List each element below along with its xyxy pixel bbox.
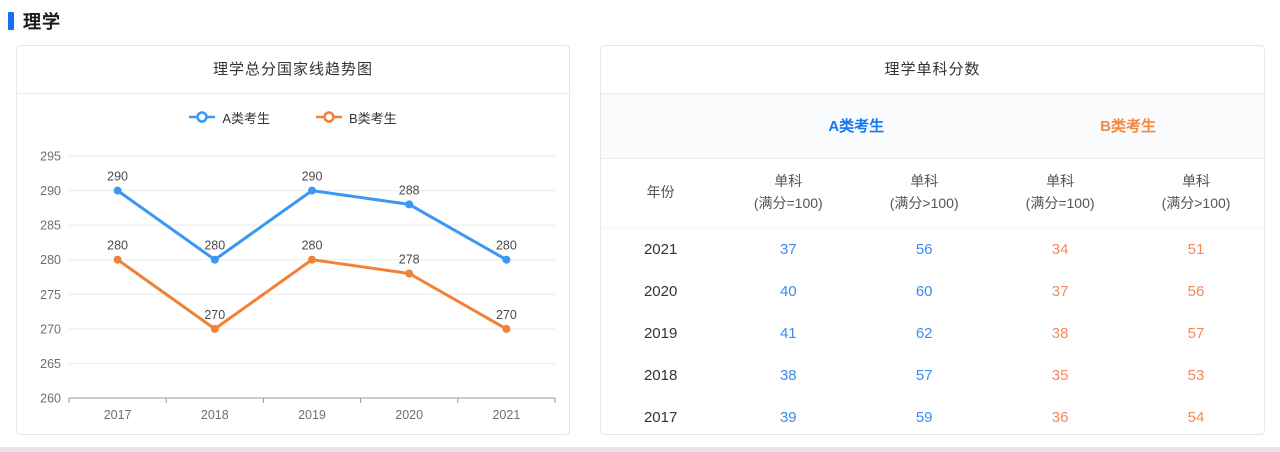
svg-text:290: 290 xyxy=(40,184,61,198)
svg-text:280: 280 xyxy=(40,253,61,267)
table-row: 2017 39 59 36 54 xyxy=(601,396,1264,434)
score-cell-b-full100: 36 xyxy=(1051,408,1069,426)
cards-row: 理学总分国家线趋势图 A类考生 B类考生 260 265 270 275 280 285 29… xyxy=(16,45,1265,435)
svg-text:288: 288 xyxy=(399,183,420,197)
col-header-b-over100: 单科 (满分>100) xyxy=(1128,158,1264,229)
svg-text:260: 260 xyxy=(40,392,61,406)
year-cell: 2018 xyxy=(643,366,678,384)
legend-label: A类考生 xyxy=(222,110,270,126)
score-cell-a-over100: 60 xyxy=(915,282,933,300)
score-cell-b-over100: 57 xyxy=(1187,324,1205,342)
svg-text:270: 270 xyxy=(496,308,517,322)
col-header-a-full100: 单科 (满分=100) xyxy=(720,158,857,229)
score-cell-a-over100: 57 xyxy=(915,366,933,384)
svg-text:2020: 2020 xyxy=(395,408,423,422)
svg-text:270: 270 xyxy=(204,308,225,322)
score-cell-b-full100: 34 xyxy=(1051,240,1069,258)
svg-text:2018: 2018 xyxy=(201,408,229,422)
table-row: 2019 41 62 38 57 xyxy=(601,312,1264,354)
svg-text:290: 290 xyxy=(107,170,128,184)
legend-label: B类考生 xyxy=(349,110,397,126)
svg-text:280: 280 xyxy=(107,239,128,253)
score-cell-a-over100: 56 xyxy=(915,240,933,258)
col-header-a-over100: 单科 (满分>100) xyxy=(856,158,993,229)
svg-text:265: 265 xyxy=(40,357,61,371)
legend-marker-icon xyxy=(189,111,216,123)
year-cell: 2020 xyxy=(643,282,678,300)
svg-text:2019: 2019 xyxy=(298,408,326,422)
score-cell-a-full100: 41 xyxy=(779,324,797,342)
svg-text:275: 275 xyxy=(40,288,61,302)
score-cell-a-full100: 38 xyxy=(779,366,797,384)
svg-text:280: 280 xyxy=(302,239,323,253)
svg-text:285: 285 xyxy=(40,219,61,233)
group-header-b: B类考生 xyxy=(992,94,1264,159)
svg-text:270: 270 xyxy=(40,322,61,336)
svg-text:2021: 2021 xyxy=(492,408,520,422)
trend-chart-card: 理学总分国家线趋势图 A类考生 B类考生 260 265 270 275 280 285 29… xyxy=(16,45,570,435)
score-cell-b-over100: 51 xyxy=(1187,240,1205,258)
table-title: 理学单科分数 xyxy=(601,46,1264,94)
trend-chart-canvas: 260 265 270 275 280 285 290 295 2017 2018 2019 2020… xyxy=(23,140,569,434)
group-header-a: A类考生 xyxy=(720,94,993,159)
legend-item-a[interactable]: A类考生 xyxy=(189,108,270,127)
section-header: 理学 xyxy=(0,0,1280,32)
legend-marker-icon xyxy=(316,111,342,123)
year-cell: 2021 xyxy=(643,240,678,258)
svg-text:2017: 2017 xyxy=(104,408,132,422)
score-cell-b-full100: 35 xyxy=(1051,366,1069,384)
score-cell-b-full100: 38 xyxy=(1051,324,1069,342)
legend-item-b[interactable]: B类考生 xyxy=(316,108,397,127)
group-header-spacer xyxy=(601,94,721,159)
page-bottom-strip xyxy=(0,447,1280,452)
svg-text:295: 295 xyxy=(40,150,61,164)
score-cell-a-full100: 37 xyxy=(779,240,797,258)
accent-bar-icon xyxy=(8,11,14,30)
table-row: 2020 40 60 37 56 xyxy=(601,270,1264,312)
chart-title: 理学总分国家线趋势图 xyxy=(17,46,569,94)
column-header-row: 年份 单科 (满分=100) 单科 (满分>100) 单科 (满分=100) 单科 (满… xyxy=(601,158,1264,229)
score-cell-a-over100: 59 xyxy=(915,408,933,426)
svg-text:278: 278 xyxy=(399,253,420,267)
table-row: 2018 38 57 35 53 xyxy=(601,354,1264,396)
score-cell-b-over100: 53 xyxy=(1187,366,1205,384)
svg-text:280: 280 xyxy=(496,239,517,253)
table-row: 2021 37 56 34 51 xyxy=(601,228,1264,270)
svg-text:280: 280 xyxy=(204,239,225,253)
score-cell-b-full100: 37 xyxy=(1051,282,1069,300)
score-cell-a-over100: 62 xyxy=(915,324,933,342)
score-cell-b-over100: 56 xyxy=(1187,282,1205,300)
year-cell: 2019 xyxy=(643,324,678,342)
chart-legend: A类考生 B类考生 xyxy=(17,94,569,140)
score-table: A类考生 B类考生 年份 单科 (满分=100) 单科 (满分>100) 单科 (满分… xyxy=(601,94,1264,434)
svg-text:290: 290 xyxy=(302,170,323,184)
page-title: 理学 xyxy=(23,11,61,32)
col-header-b-full100: 单科 (满分=100) xyxy=(992,158,1129,229)
col-header-year: 年份 xyxy=(601,158,721,229)
score-cell-a-full100: 39 xyxy=(779,408,797,426)
score-cell-b-over100: 54 xyxy=(1187,408,1205,426)
score-table-card: 理学单科分数 A类考生 B类考生 年份 单科 (满分=100) 单科 (满分>100… xyxy=(600,45,1265,435)
score-cell-a-full100: 40 xyxy=(779,282,797,300)
group-header-row: A类考生 B类考生 xyxy=(601,94,1264,159)
year-cell: 2017 xyxy=(643,408,678,426)
